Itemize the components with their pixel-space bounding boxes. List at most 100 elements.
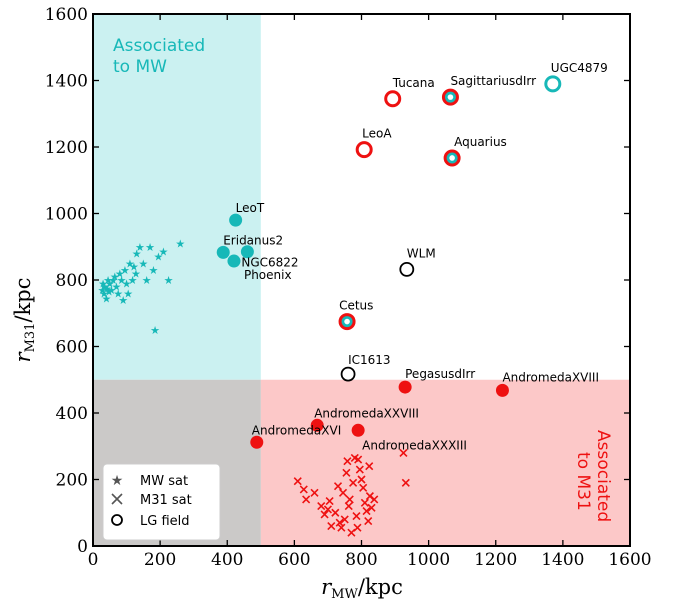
x-tick-label: 1400 xyxy=(541,550,584,570)
m31-satellite-point xyxy=(344,502,353,511)
m31-satellite-point xyxy=(327,521,336,531)
galaxy-label: IC1613 xyxy=(348,353,390,367)
region-label-m31-line2: to M31 xyxy=(573,452,593,511)
galaxy-point-field-m31 xyxy=(355,141,373,159)
legend-star-marker: ★ xyxy=(111,473,124,489)
y-tick-label: 1400 xyxy=(45,72,88,92)
galaxy-label: Aquarius xyxy=(454,135,507,149)
mw-satellite-point: ★ xyxy=(100,281,110,294)
galaxy-label: PegasusdIrr xyxy=(405,367,475,381)
legend-item-m31-sat: M31 sat xyxy=(111,493,192,508)
y-tick-label: 600 xyxy=(56,338,88,358)
y-tick-label: 400 xyxy=(56,404,88,424)
mw-satellite-point: ★ xyxy=(159,246,169,259)
mw-satellite-point: ★ xyxy=(99,287,109,300)
galaxy-point-mw xyxy=(227,254,241,268)
m31-satellite-point xyxy=(352,512,361,521)
region-label-m31: Associated to M31 xyxy=(573,430,613,522)
mw-satellite-point: ★ xyxy=(145,241,155,254)
mw-satellite-point: ★ xyxy=(104,286,114,299)
mw-satellite-point: ★ xyxy=(175,237,185,250)
m31-satellite-point xyxy=(323,505,333,514)
m31-satellite-point xyxy=(365,462,374,471)
legend-ring-marker xyxy=(111,514,123,526)
galaxy-point-mw xyxy=(216,245,230,259)
m31-satellite-point xyxy=(357,475,366,484)
m31-satellite-point xyxy=(335,518,344,527)
galaxy-point-m31 xyxy=(250,435,264,449)
mw-satellite-point: ★ xyxy=(105,277,115,290)
m31-satellite-point xyxy=(338,488,348,497)
x-tick-label: 800 xyxy=(345,550,377,570)
m31-satellite-point xyxy=(353,523,362,532)
galaxy-label: Phoenix xyxy=(244,268,292,282)
mw-satellite-point: ★ xyxy=(110,271,120,284)
galaxy-point-mw xyxy=(229,213,243,227)
y-tick-label: 1600 xyxy=(45,5,88,25)
mw-satellite-point: ★ xyxy=(120,264,130,277)
x-tick-label: 0 xyxy=(88,550,99,570)
mw-satellite-point: ★ xyxy=(108,274,118,287)
mw-satellite-point: ★ xyxy=(123,287,133,300)
mw-satellite-point: ★ xyxy=(102,282,112,295)
m31-satellite-point xyxy=(325,497,334,506)
m31-satellite-point xyxy=(360,498,369,507)
galaxy-label: LeoA xyxy=(362,127,392,141)
legend-box xyxy=(102,463,221,541)
mw-satellite-point: ★ xyxy=(132,247,142,260)
x-tick-label: 1200 xyxy=(474,550,517,570)
galaxy-point-m31 xyxy=(495,383,509,397)
y-tick-label: 200 xyxy=(56,471,88,491)
galaxy-label: WLM xyxy=(407,246,436,260)
x-tick-label: 600 xyxy=(278,550,310,570)
mw-satellite-point: ★ xyxy=(112,281,122,294)
m31-satellite-point xyxy=(331,508,340,517)
m31-satellite-point xyxy=(370,495,379,504)
legend-x-marker xyxy=(111,493,123,505)
galaxy-point-field-mw xyxy=(544,75,562,93)
mw-satellite-point: ★ xyxy=(122,277,132,290)
axes-frame: 0 200 400 600 800 1000 1200 1400 1600 0 200 400 600 8… xyxy=(45,5,652,570)
m31-satellite-point xyxy=(340,515,349,524)
m31-satellite-point xyxy=(362,507,371,516)
legend-label: MW sat xyxy=(140,474,188,489)
legend: ★ MW sat M31 sat LG field xyxy=(102,463,221,541)
mw-satellite-point: ★ xyxy=(135,241,145,254)
galaxy-label: SagittariusdIrr xyxy=(450,74,536,88)
galaxy-point-center xyxy=(344,318,350,325)
galaxy-point-m31 xyxy=(310,418,324,432)
region-label-mw: Associated to MW xyxy=(113,36,205,77)
m31-associated-region xyxy=(260,379,630,546)
galaxy-point-field xyxy=(340,366,356,382)
legend-label: LG field xyxy=(140,514,190,529)
m31-satellite-point xyxy=(299,485,308,494)
mw-satellite-point: ★ xyxy=(118,294,128,307)
y-tick-label: 1000 xyxy=(45,205,88,225)
mw-satellite-point: ★ xyxy=(103,274,113,287)
y-tick-label: 800 xyxy=(56,271,88,291)
m31-satellite-point xyxy=(364,516,373,526)
galaxy-point-m31 xyxy=(351,423,365,437)
m31-satellite-point xyxy=(355,465,364,474)
m31-satellite-point xyxy=(401,478,410,487)
galaxy-label: AndromedaXVI xyxy=(252,423,341,437)
galaxy-point-center xyxy=(447,94,454,100)
m31-satellite-point xyxy=(317,502,326,511)
galaxy-label: AndromedaXXXIII xyxy=(362,438,467,452)
m31-satellite-point xyxy=(367,503,376,512)
mw-satellite-point: ★ xyxy=(115,267,125,280)
x-tick-label: 1600 xyxy=(608,550,651,570)
gridless-plot-area: ★★★★★★★★★★★★★★★★★★★★★★★★★★★★★★★★★★★ xyxy=(97,75,562,537)
region-label-mw-line1: Associated xyxy=(113,36,205,56)
mw-satellite-point: ★ xyxy=(101,292,111,305)
m31-satellite-point xyxy=(349,478,358,487)
galaxy-point-mw xyxy=(240,245,254,259)
mw-satellite-point: ★ xyxy=(131,267,141,280)
m31-satellite-point xyxy=(333,482,343,491)
x-tick-label: 200 xyxy=(144,550,176,570)
mw-satellite-point: ★ xyxy=(129,261,139,274)
mw-satellite-point: ★ xyxy=(125,257,135,270)
galaxy-label: Eridanus2 xyxy=(223,233,283,247)
